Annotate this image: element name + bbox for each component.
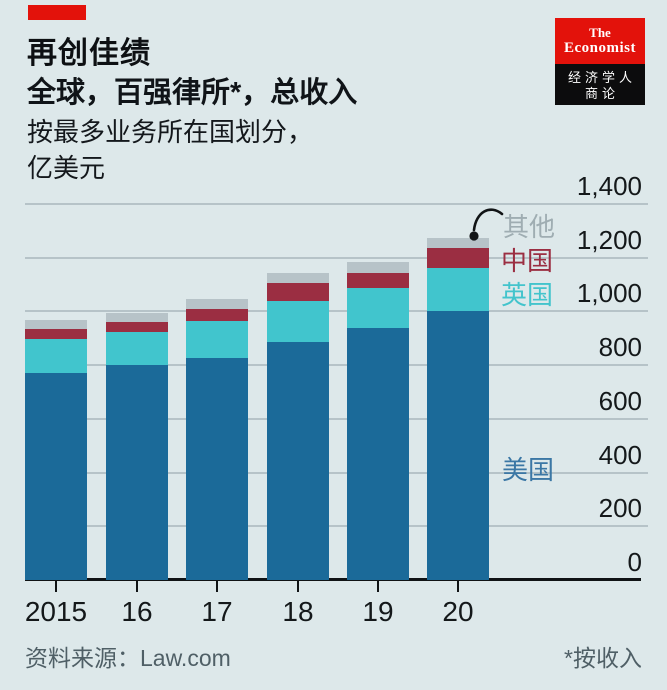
y-tick-label-0: 0 bbox=[627, 547, 642, 577]
logo-text-the: The bbox=[589, 25, 611, 40]
bar-segment-us-17 bbox=[186, 358, 248, 580]
x-tick-18 bbox=[297, 581, 299, 592]
bar-segment-uk-19 bbox=[347, 287, 409, 328]
y-tick-label-1000: 1,000 bbox=[576, 278, 642, 309]
callout-arrow bbox=[469, 208, 504, 241]
bar-segment-other-2015 bbox=[25, 320, 87, 330]
chart-note-grouping: 按最多业务所在国划分， bbox=[27, 117, 314, 147]
bar-segment-china-17 bbox=[186, 309, 248, 321]
bar-segment-other-19 bbox=[347, 262, 409, 274]
gridline-200 bbox=[25, 525, 648, 528]
source-credit: 资料来源：Law.com bbox=[25, 645, 231, 671]
footnote-basis: *按收入 bbox=[564, 645, 642, 671]
series-label-china: 中国 bbox=[501, 246, 554, 276]
bar-segment-uk-17 bbox=[186, 320, 248, 359]
economist-red-tab bbox=[28, 5, 86, 20]
x-tick-label-17: 17 bbox=[201, 596, 233, 627]
series-label-uk: 英国 bbox=[501, 280, 554, 310]
bar-segment-us-2015 bbox=[25, 373, 87, 580]
x-tick-17 bbox=[216, 581, 218, 592]
y-tick-label-800: 800 bbox=[598, 332, 642, 363]
gridline-800 bbox=[25, 364, 648, 367]
x-tick-label-20: 20 bbox=[442, 596, 474, 627]
series-label-us: 美国 bbox=[502, 455, 555, 485]
x-tick-20 bbox=[457, 581, 459, 592]
chart-title: 再创佳绩 bbox=[27, 37, 151, 70]
x-tick-2015 bbox=[55, 581, 57, 592]
economist-logo-chinese: 经济学人 商论 bbox=[555, 64, 645, 105]
bar-segment-china-19 bbox=[347, 273, 409, 288]
x-tick-label-19: 19 bbox=[362, 596, 394, 627]
y-tick-label-400: 400 bbox=[598, 439, 642, 470]
bar-segment-us-20 bbox=[427, 311, 489, 580]
economist-logo-masthead: The Economist bbox=[555, 18, 645, 64]
x-tick-label-16: 16 bbox=[121, 596, 153, 627]
x-tick-16 bbox=[136, 581, 138, 592]
bar-segment-china-16 bbox=[106, 321, 168, 332]
bar-segment-uk-2015 bbox=[25, 338, 87, 374]
bar-segment-other-17 bbox=[186, 299, 248, 310]
gridline-400 bbox=[25, 471, 648, 474]
series-label-other: 其他 bbox=[503, 212, 556, 242]
gridline-1000 bbox=[25, 310, 648, 313]
bar-segment-us-16 bbox=[106, 365, 168, 580]
bar-segment-uk-18 bbox=[267, 301, 329, 343]
gridline-1200 bbox=[25, 256, 648, 259]
bar-segment-us-19 bbox=[347, 327, 409, 580]
logo-text-shanglun: 商论 bbox=[584, 86, 619, 101]
bar-segment-other-18 bbox=[267, 272, 329, 283]
bar-segment-uk-16 bbox=[106, 331, 168, 366]
y-tick-label-600: 600 bbox=[598, 385, 642, 416]
y-tick-label-1400: 1,400 bbox=[576, 171, 642, 201]
y-tick-label-200: 200 bbox=[598, 493, 642, 524]
chart-subtitle: 全球，百强律所*，总收入 bbox=[27, 77, 358, 109]
bar-segment-other-16 bbox=[106, 312, 168, 322]
bar-segment-us-18 bbox=[267, 342, 329, 580]
logo-text-economist: Economist bbox=[564, 40, 636, 56]
bar-segment-other-20 bbox=[427, 238, 489, 249]
bar-segment-china-2015 bbox=[25, 329, 87, 339]
x-axis-line bbox=[25, 578, 641, 581]
logo-text-jingjixueren: 经济学人 bbox=[567, 70, 636, 85]
gridline-1400 bbox=[25, 203, 648, 205]
bar-segment-china-20 bbox=[427, 248, 489, 269]
x-tick-label-18: 18 bbox=[282, 596, 314, 627]
chart-unit-label: 亿美元 bbox=[27, 153, 106, 183]
economist-logo: The Economist 经济学人 商论 bbox=[555, 18, 645, 105]
bar-segment-china-18 bbox=[267, 282, 329, 302]
x-tick-label-2015: 2015 bbox=[24, 596, 88, 627]
gridline-600 bbox=[25, 417, 648, 420]
y-tick-label-1200: 1,200 bbox=[576, 224, 642, 255]
x-tick-19 bbox=[377, 581, 379, 592]
bar-segment-uk-20 bbox=[427, 268, 489, 312]
